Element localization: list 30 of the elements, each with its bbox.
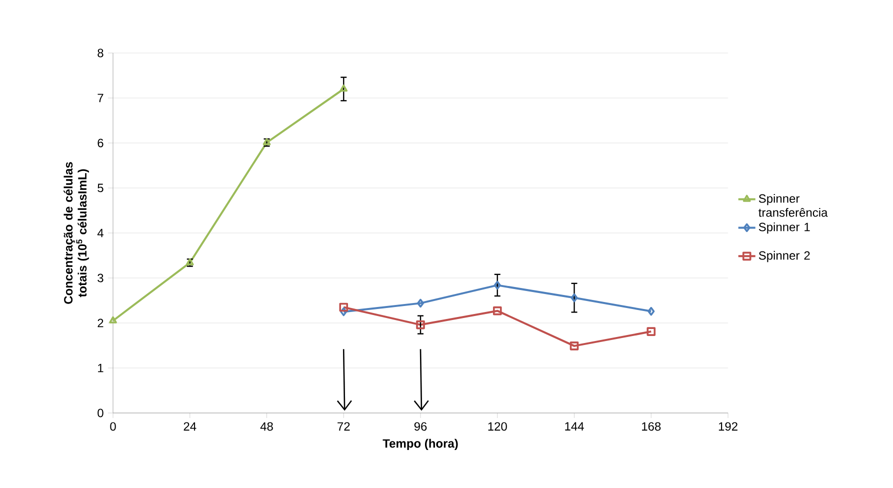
point <box>492 306 502 316</box>
x-tick-label: 48 <box>260 422 273 431</box>
x-tick-label: 192 <box>718 422 738 431</box>
y-tick-label: 6 <box>98 138 104 148</box>
point <box>646 327 656 336</box>
legend-label: Spinner 2 <box>758 250 810 262</box>
y-tick-label: 4 <box>97 228 104 238</box>
y-tick-label: 3 <box>98 274 104 282</box>
legend-label: Spinner 1 <box>758 222 810 234</box>
y-tick-label: 5 <box>98 184 104 192</box>
point <box>416 298 424 308</box>
x-tick-label: 168 <box>642 422 661 431</box>
y-tick-label: 2 <box>98 318 104 328</box>
x-tick-label: 144 <box>565 422 584 430</box>
y-tick-label: 7 <box>98 94 104 102</box>
x-tick-label: 120 <box>488 422 507 431</box>
x-tick-label: 96 <box>414 422 427 431</box>
y-tick-label: 8 <box>98 48 104 58</box>
x-axis-title: Tempo (hora) <box>382 438 458 450</box>
x-tick-label: 0 <box>110 422 116 431</box>
y-tick-label: 1 <box>98 364 104 372</box>
point <box>570 293 578 302</box>
y-tick-label: 0 <box>98 408 104 418</box>
point <box>570 342 579 350</box>
point <box>494 280 501 290</box>
legend-label: Spinner transferência <box>758 194 828 217</box>
point <box>416 320 425 330</box>
x-tick-label: 24 <box>184 422 196 431</box>
point <box>339 302 348 312</box>
x-tick-label: 72 <box>338 422 350 431</box>
